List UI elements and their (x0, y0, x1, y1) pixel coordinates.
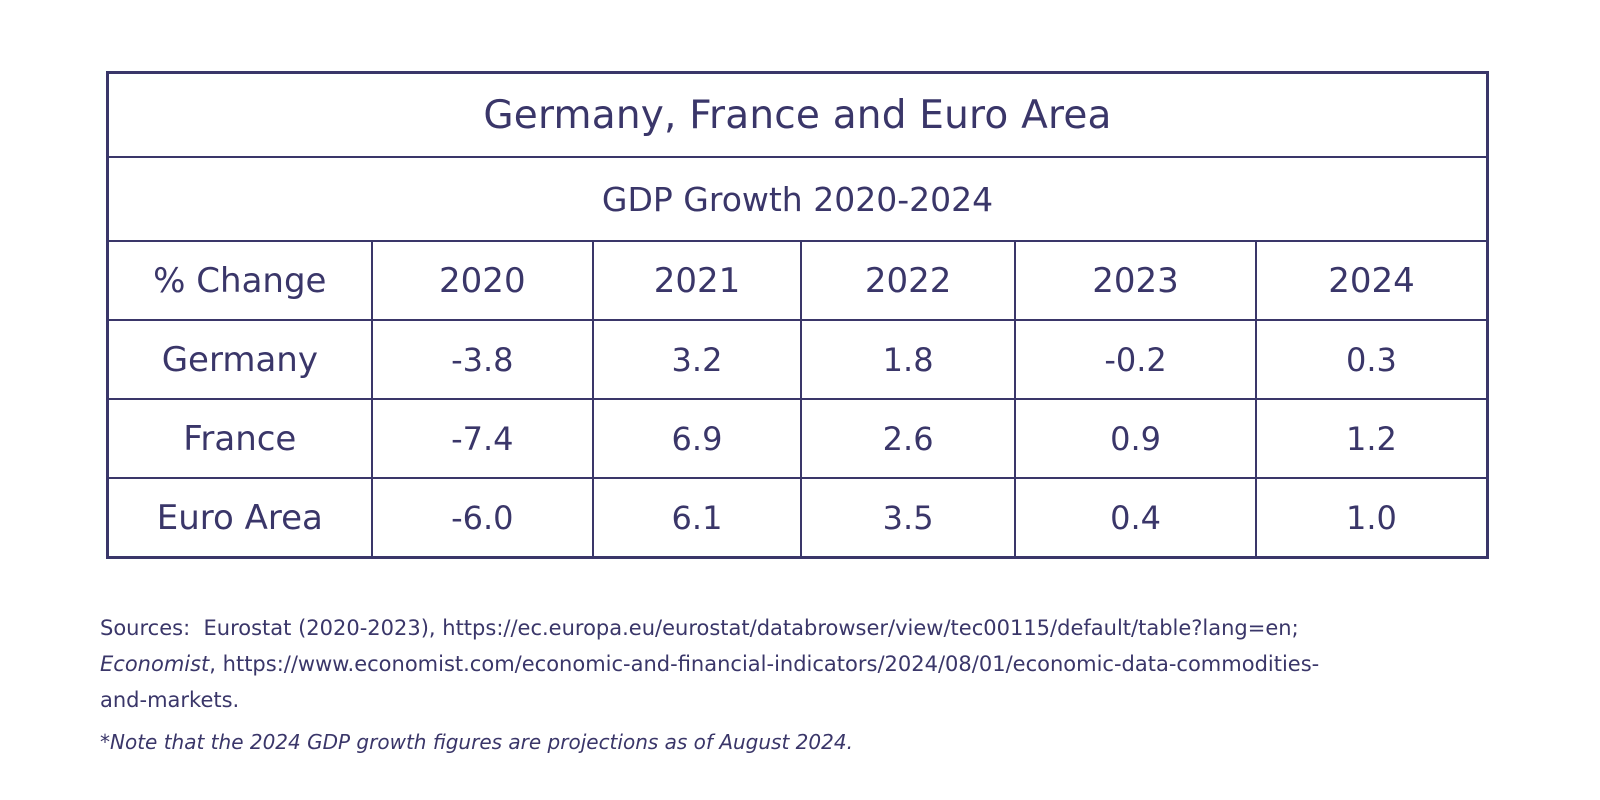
sources-label: Sources: (100, 616, 191, 640)
table-row: Euro Area -6.0 6.1 3.5 0.4 1.0 (106, 477, 1489, 559)
table-cell: 0.4 (1014, 477, 1257, 559)
table-cell: 1.0 (1254, 477, 1489, 559)
table-row: France -7.4 6.9 2.6 0.9 1.2 (106, 398, 1489, 479)
table-title: Germany, France and Euro Area (106, 71, 1489, 158)
column-header-2020: 2020 (370, 240, 594, 321)
column-header-2022: 2022 (800, 240, 1017, 321)
row-label-germany: Germany (106, 319, 373, 400)
column-header-2024: 2024 (1254, 240, 1489, 321)
projection-note: *Note that the 2024 GDP growth figures a… (100, 730, 853, 754)
column-header-label: % Change (106, 240, 373, 321)
sources-line-2: Economist, https://www.economist.com/eco… (100, 646, 1560, 682)
column-header-2023: 2023 (1014, 240, 1257, 321)
table-cell: 3.5 (800, 477, 1017, 559)
table-cell: 6.9 (591, 398, 803, 479)
table-row: Germany -3.8 3.2 1.8 -0.2 0.3 (106, 319, 1489, 400)
sources-economist-url: , https://www.economist.com/economic-and… (209, 652, 1320, 676)
table-cell: -6.0 (370, 477, 594, 559)
sources-economist-label: Economist (100, 652, 210, 676)
table-cell: 0.9 (1014, 398, 1257, 479)
table-cell: 3.2 (591, 319, 803, 400)
table-cell: 1.8 (800, 319, 1017, 400)
row-label-euro-area: Euro Area (106, 477, 373, 559)
sources-line-3: and-markets. (100, 688, 240, 712)
row-label-france: France (106, 398, 373, 479)
table-cell: -0.2 (1014, 319, 1257, 400)
gdp-growth-table: Germany, France and Euro Area GDP Growth… (106, 71, 1489, 559)
sources-line-1: Sources: Eurostat (2020-2023), https://e… (100, 610, 1560, 646)
table-cell: 6.1 (591, 477, 803, 559)
table-subtitle: GDP Growth 2020-2024 (106, 156, 1489, 242)
table-cell: 1.2 (1254, 398, 1489, 479)
table-cell: 0.3 (1254, 319, 1489, 400)
sources-eurostat: Eurostat (2020-2023), https://ec.europa.… (203, 616, 1299, 640)
column-header-2021: 2021 (591, 240, 803, 321)
sources-text: Sources: Eurostat (2020-2023), https://e… (100, 610, 1560, 718)
table-cell: -7.4 (370, 398, 594, 479)
table-cell: 2.6 (800, 398, 1017, 479)
table-cell: -3.8 (370, 319, 594, 400)
